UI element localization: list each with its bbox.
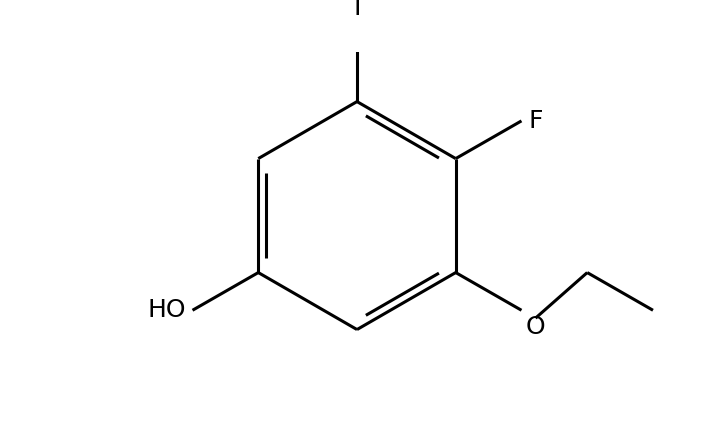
Text: O: O (526, 315, 545, 339)
Text: I: I (353, 0, 361, 20)
Text: HO: HO (147, 298, 186, 322)
Text: F: F (528, 109, 543, 133)
